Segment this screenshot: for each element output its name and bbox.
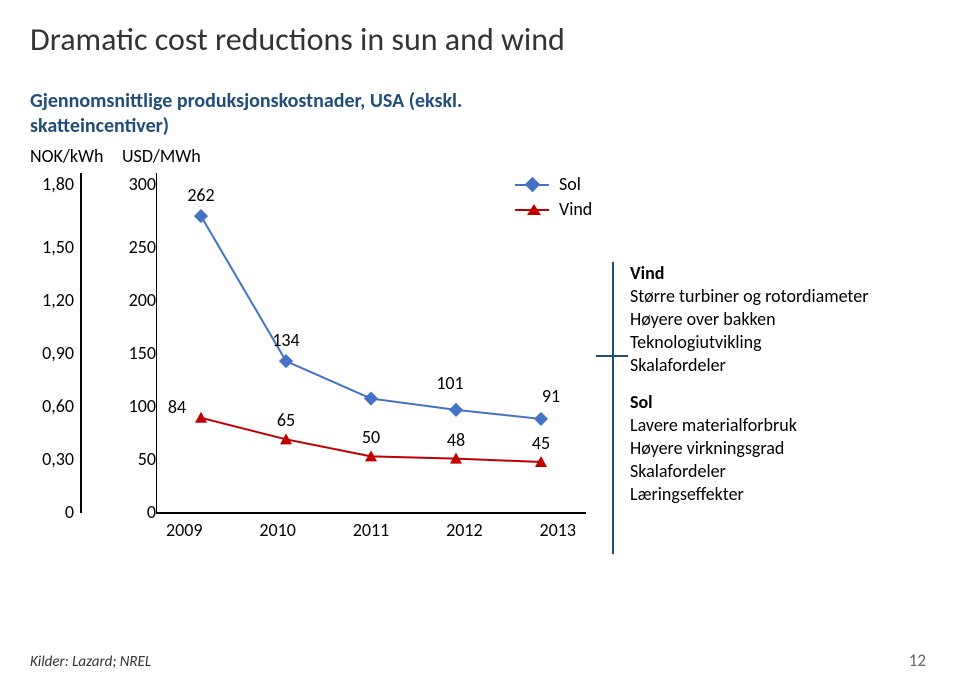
page-number: 12 <box>909 650 926 671</box>
line-chart: 262 134 101 91 84 65 50 48 45 <box>156 173 586 513</box>
data-label: 91 <box>542 385 560 407</box>
nok-tick: 0,90 <box>30 342 74 364</box>
nok-axis: 1,801,501,200,900,600,300 <box>30 173 82 513</box>
data-label: 45 <box>532 432 550 454</box>
nok-tick: 0 <box>30 501 74 523</box>
nok-tick: 0,30 <box>30 448 74 470</box>
plot-svg <box>156 173 586 519</box>
data-label: 84 <box>168 396 186 418</box>
data-marker <box>449 403 463 417</box>
usd-axis: 300250200150100500 <box>110 173 156 513</box>
usd-axis-label: USD/MWh <box>122 145 186 167</box>
usd-tick: 200 <box>110 289 156 311</box>
sol-annotation-line: Skalafordeler <box>630 460 940 483</box>
x-tick-label: 2012 <box>446 519 483 541</box>
data-marker <box>194 209 208 223</box>
data-label: 134 <box>272 329 299 351</box>
data-marker <box>364 391 378 405</box>
usd-tick: 100 <box>110 395 156 417</box>
axis-header: NOK/kWh USD/MWh <box>30 145 930 167</box>
vind-annotation-line: Høyere over bakken <box>630 308 940 331</box>
nok-tick: 1,50 <box>30 236 74 258</box>
chart-legend: SolVind <box>515 173 592 224</box>
legend-label: Vind <box>559 198 592 221</box>
usd-tick: 250 <box>110 236 156 258</box>
side-separator-vertical <box>612 262 614 554</box>
usd-tick: 300 <box>110 173 156 195</box>
sol-annotation: Sol Lavere materialforbrukHøyere virknin… <box>630 391 940 506</box>
data-label: 101 <box>436 372 463 394</box>
data-marker <box>195 412 207 423</box>
usd-tick: 50 <box>110 448 156 470</box>
legend-item: Vind <box>515 198 592 221</box>
data-label: 48 <box>447 429 465 451</box>
sol-annotation-line: Høyere virkningsgrad <box>630 437 940 460</box>
side-separator-horizontal <box>596 355 628 357</box>
data-marker <box>279 354 293 368</box>
usd-tick: 0 <box>110 501 156 523</box>
data-marker <box>534 412 548 426</box>
legend-item: Sol <box>515 173 592 196</box>
x-tick-label: 2011 <box>353 519 390 541</box>
vind-annotation-line: Skalafordeler <box>630 354 940 377</box>
nok-tick: 1,20 <box>30 289 74 311</box>
sol-annotation-line: Lavere materialforbruk <box>630 414 940 437</box>
chart-subtitle: Gjennomsnittlige produksjonskostnader, U… <box>30 89 510 139</box>
data-label: 65 <box>277 409 295 431</box>
data-label: 262 <box>187 184 214 206</box>
source-citation: Kilder: Lazard; NREL <box>30 653 151 671</box>
series-line <box>201 216 541 419</box>
nok-tick: 1,80 <box>30 173 74 195</box>
sol-annotation-line: Læringseffekter <box>630 483 940 506</box>
vind-annotation-line: Teknologiutvikling <box>630 331 940 354</box>
x-tick-label: 2013 <box>540 519 577 541</box>
x-tick-label: 2009 <box>166 519 203 541</box>
x-tick-label: 2010 <box>259 519 296 541</box>
usd-tick: 150 <box>110 342 156 364</box>
vind-annotation-line: Større turbiner og rotordiameter <box>630 285 940 308</box>
nok-axis-label: NOK/kWh <box>30 145 94 167</box>
legend-label: Sol <box>559 173 581 196</box>
x-axis-labels: 2009 2010 2011 2012 2013 <box>156 519 586 541</box>
side-annotations: Vind Større turbiner og rotordiameterHøy… <box>630 262 940 520</box>
vind-heading: Vind <box>630 262 940 285</box>
nok-tick: 0,60 <box>30 395 74 417</box>
page-title: Dramatic cost reductions in sun and wind <box>30 20 930 59</box>
vind-annotation: Vind Større turbiner og rotordiameterHøy… <box>630 262 940 377</box>
data-label: 50 <box>362 426 380 448</box>
sol-heading: Sol <box>630 391 940 414</box>
